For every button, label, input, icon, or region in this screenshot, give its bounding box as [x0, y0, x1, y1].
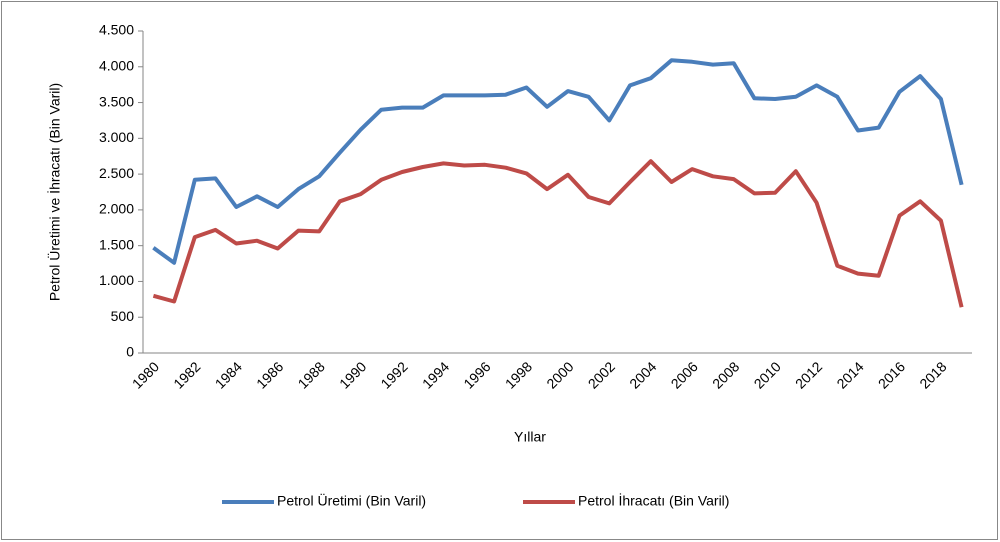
legend-label: Petrol Üretimi (Bin Varil): [277, 492, 426, 509]
x-axis-title: Yıllar: [514, 429, 546, 445]
y-tick-label: 4.500: [99, 22, 134, 38]
y-tick-label: 3.500: [99, 93, 134, 109]
legend-label: Petrol İhracatı (Bin Varil): [578, 492, 729, 509]
y-tick-label: 1.000: [99, 272, 134, 288]
y-tick-label: 3.000: [99, 129, 134, 145]
y-tick-label: 500: [111, 308, 135, 324]
y-tick-label: 0: [126, 344, 134, 360]
series-line: [152, 159, 964, 308]
y-axis-title: Petrol Üretimi ve İhracatı (Bin Varil): [46, 83, 63, 301]
y-tick-label: 2.500: [99, 165, 134, 181]
y-tick-label: 2.000: [99, 201, 134, 217]
y-tick-label: 1.500: [99, 236, 134, 252]
series-line: [152, 58, 964, 265]
y-tick-label: 4.000: [99, 57, 134, 73]
